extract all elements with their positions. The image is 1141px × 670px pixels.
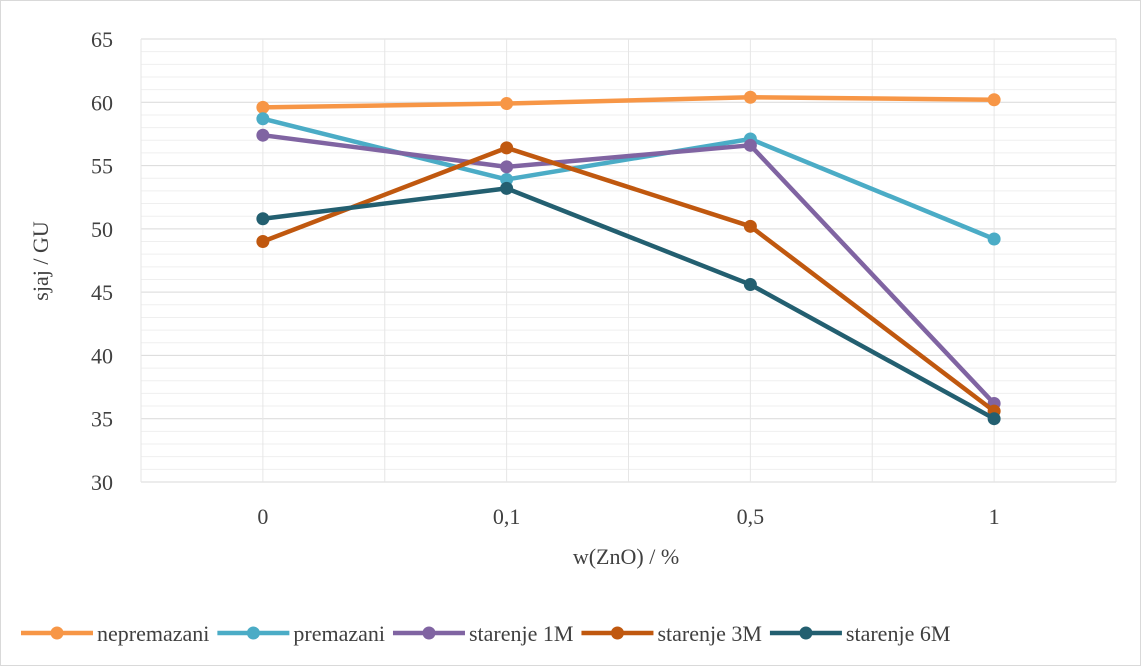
x-tick-label: 1 (989, 504, 1000, 529)
y-tick-label: 40 (91, 343, 113, 368)
y-tick-label: 45 (91, 280, 113, 305)
axes: 30 35 40 45 50 55 60 65 0 0,1 0,5 1 (91, 27, 1000, 529)
legend-item: starenje 6M (769, 621, 950, 646)
x-axis-label: w(ZnO) / % (573, 544, 679, 569)
legend-label: starenje 3M (657, 621, 761, 646)
series-line (260, 145, 997, 414)
legend-label: starenje 1M (469, 621, 573, 646)
y-tick-label: 50 (91, 217, 113, 242)
data-point (987, 93, 1001, 107)
legend-label: premazani (293, 621, 385, 646)
legend-item: starenje 1M (392, 621, 573, 646)
legend-label: starenje 6M (846, 621, 950, 646)
data-point (743, 219, 757, 233)
data-point (987, 232, 1001, 246)
data-point (256, 235, 270, 249)
series-line (260, 132, 997, 406)
legend-item: starenje 3M (581, 621, 762, 646)
series-nepremazani (256, 90, 1001, 114)
data-point (743, 278, 757, 292)
series-group (256, 90, 1001, 426)
legend-item: nepremazani (21, 621, 209, 646)
series-line (260, 94, 997, 110)
y-tick-label: 35 (91, 407, 113, 432)
legend-swatch-marker (50, 626, 64, 640)
x-tick-label: 0,5 (737, 504, 765, 529)
legend-swatch-marker (610, 626, 624, 640)
data-point (256, 112, 270, 126)
data-point (500, 181, 514, 195)
y-tick-label: 60 (91, 90, 113, 115)
data-point (256, 212, 270, 226)
data-point (743, 90, 757, 104)
data-point (500, 141, 514, 155)
y-tick-label: 30 (91, 470, 113, 495)
data-point (256, 100, 270, 114)
legend-swatch-marker (246, 626, 260, 640)
legend-swatch-marker (799, 626, 813, 640)
legend-swatch-marker (422, 626, 436, 640)
x-tick-label: 0 (257, 504, 268, 529)
y-tick-label: 55 (91, 154, 113, 179)
y-tick-label: 65 (91, 27, 113, 52)
legend: nepremazani premazani starenje 1M starenje … (21, 621, 950, 646)
x-tick-label: 0,1 (493, 504, 521, 529)
data-point (256, 128, 270, 142)
data-point (987, 412, 1001, 426)
data-point (500, 160, 514, 174)
data-point (500, 97, 514, 111)
legend-label: nepremazani (97, 621, 209, 646)
y-axis-label: sjaj / GU (28, 221, 53, 301)
legend-item: premazani (217, 621, 385, 646)
series-line (260, 186, 997, 421)
series-starenje-6M (256, 181, 1001, 426)
grid (140, 38, 1117, 483)
data-point (743, 138, 757, 152)
